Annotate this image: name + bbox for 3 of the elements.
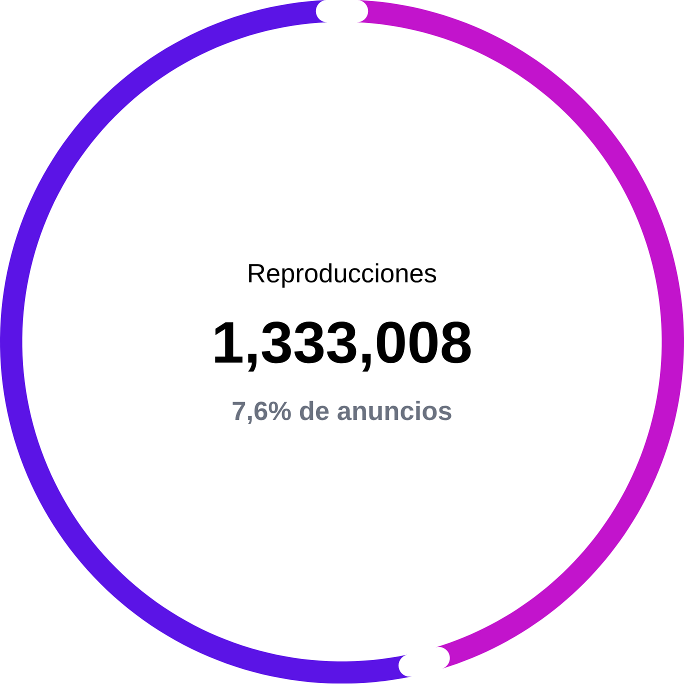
- text: 1,333,008: [215, 322, 471, 372]
- text: Reproducciones: [249, 263, 436, 288]
- text: 7,6% de anuncios: [232, 401, 452, 424]
